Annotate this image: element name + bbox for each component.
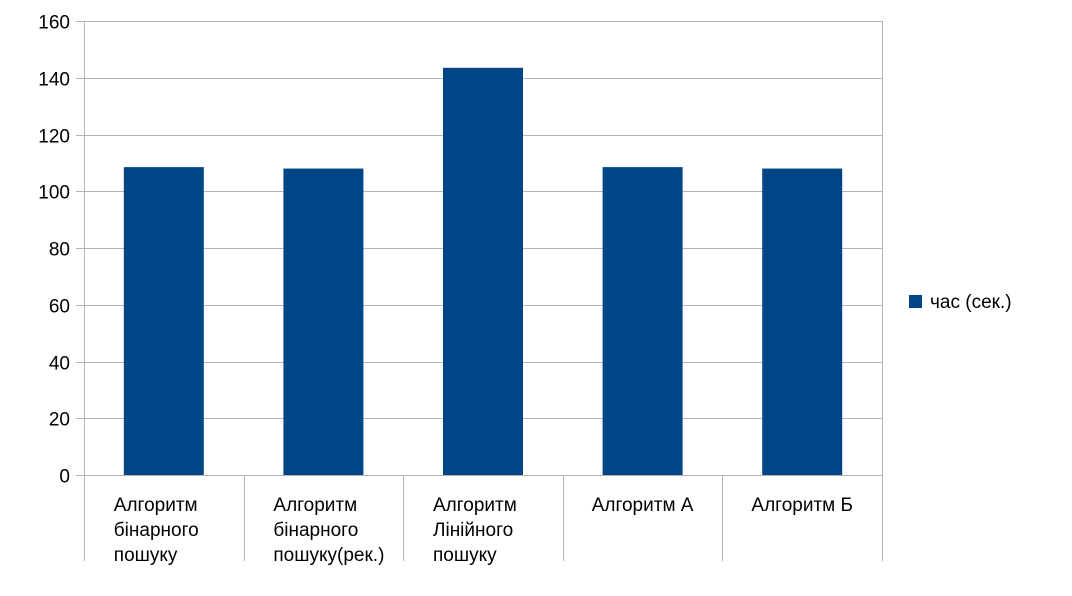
x-category-label-line: Лінійного bbox=[433, 520, 513, 541]
x-category-label-line: Алгоритм Б bbox=[751, 495, 853, 516]
y-tick-label: 20 bbox=[49, 410, 70, 431]
x-category-label-line: Алгоритм bbox=[114, 495, 198, 516]
y-tick-label: 120 bbox=[38, 127, 70, 148]
y-tick-label: 80 bbox=[49, 240, 70, 261]
x-category-label: Алгоритм Б bbox=[751, 495, 853, 516]
bar bbox=[762, 168, 843, 476]
x-category-label-line: пошуку bbox=[433, 545, 497, 566]
bar bbox=[443, 67, 523, 475]
bar bbox=[283, 168, 364, 476]
x-category-label-line: бінарного bbox=[114, 520, 199, 541]
x-category-label: Алгоритм бінарного пошуку bbox=[114, 495, 199, 566]
x-category-label-line: пошуку(рек.) bbox=[273, 545, 384, 566]
x-category-label-line: пошуку bbox=[114, 545, 178, 566]
y-tick-label: 40 bbox=[49, 354, 70, 375]
y-tick-label: 160 bbox=[38, 13, 70, 34]
y-tick-label: 100 bbox=[38, 183, 70, 204]
y-tick-label: 60 bbox=[49, 297, 70, 318]
x-category-label-line: Алгоритм bbox=[433, 495, 517, 516]
x-category-label: Алгоритм Лінійного пошуку bbox=[433, 495, 517, 566]
bar bbox=[602, 167, 683, 475]
x-category-label-line: бінарного bbox=[273, 520, 358, 541]
bar bbox=[123, 167, 204, 475]
x-category-label-line: Алгоритм А bbox=[592, 495, 694, 516]
x-category-label-line: Алгоритм bbox=[273, 495, 357, 516]
y-tick-label: 0 bbox=[59, 467, 70, 488]
y-tick-label: 140 bbox=[38, 70, 70, 91]
legend-label: час (сек.) bbox=[930, 292, 1012, 313]
legend-swatch bbox=[909, 295, 922, 308]
x-category-label: Алгоритм бінарного пошуку(рек.) bbox=[273, 495, 384, 566]
x-category-label: Алгоритм А bbox=[592, 495, 694, 516]
